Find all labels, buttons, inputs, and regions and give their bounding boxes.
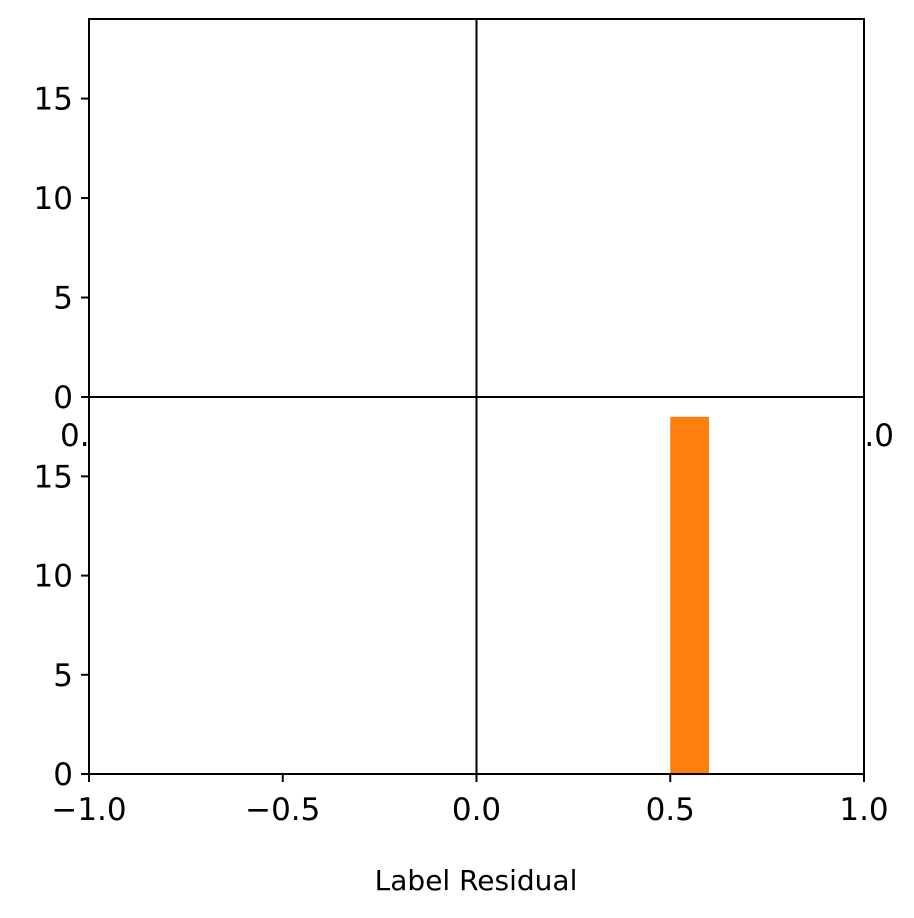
- bottom-y-ticks: 0 5 10 15: [34, 459, 89, 793]
- bottom-axes-frame: [88, 396, 865, 775]
- y-tick-label: 10: [34, 559, 73, 595]
- x-tick-label: −1.0: [51, 792, 126, 828]
- y-tick-label: 15: [34, 82, 73, 118]
- x-tick-label: 0.0: [452, 792, 501, 828]
- bottom-panel: 0 5 10 15 −1.0 −0.5 0.0 0.5 1.0 Label Residual: [34, 396, 889, 897]
- bottom-bars: [670, 416, 709, 774]
- x-axis-title: Label Residual: [375, 864, 578, 897]
- x-tick-label: 1.0: [839, 792, 888, 828]
- y-tick-label: 0: [53, 380, 73, 416]
- top-y-ticks: 0 5 10 15: [34, 82, 89, 416]
- top-xtick-fragment-right: .0: [864, 418, 894, 454]
- top-xtick-fragment-left: 0.: [60, 418, 90, 454]
- y-tick-label: 5: [53, 658, 73, 694]
- y-tick-label: 5: [53, 281, 73, 317]
- y-tick-label: 0: [53, 757, 73, 793]
- bottom-x-ticks: −1.0 −0.5 0.0 0.5 1.0: [51, 774, 889, 828]
- histogram-bar: [670, 416, 709, 774]
- y-tick-label: 15: [34, 459, 73, 495]
- x-tick-label: 0.5: [646, 792, 695, 828]
- x-tick-label: −0.5: [245, 792, 320, 828]
- y-tick-label: 10: [34, 181, 73, 217]
